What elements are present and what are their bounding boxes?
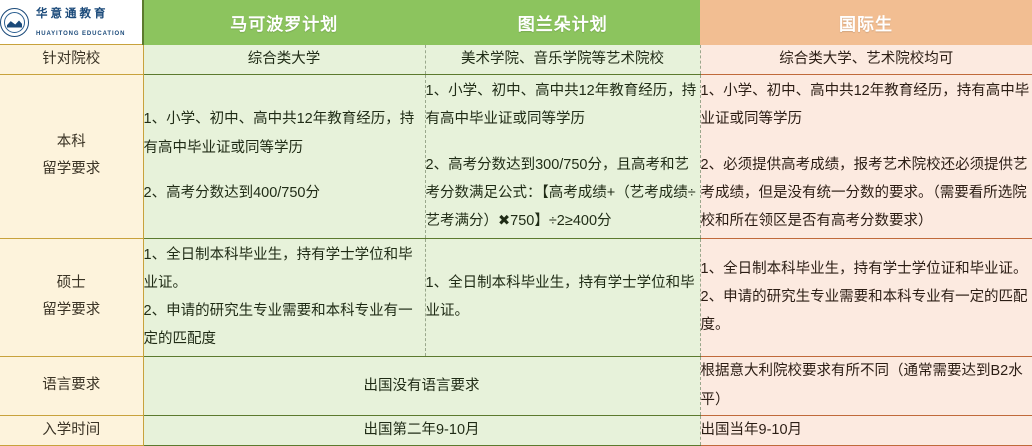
table-row-undergraduate-requirements: 本科 留学要求 1、小学、初中、高中共12年教育经历，持有高中毕业证或同等学历 …: [0, 74, 1032, 239]
brand-name-en: HUAYITONG EDUCATION: [36, 31, 126, 37]
cell-target-schools-turandot: 美术学院、音乐学院等艺术院校: [425, 44, 701, 75]
cell-enrollment-merged-green: 出国第二年9-10月: [143, 415, 701, 446]
requirement-item: 2、必须提供高考成绩，报考艺术院校还必须提供艺考成绩，但是没有统一分数的要求。（…: [700, 156, 1028, 230]
table-row-enrollment-time: 入学时间 出国第二年9-10月 出国当年9-10月: [0, 415, 1032, 446]
row-label-line-1: 硕士: [56, 275, 86, 292]
cell-undergraduate-turandot: 1、小学、初中、高中共12年教育经历，持有高中毕业证或同等学历 2、高考分数达到…: [425, 74, 701, 239]
table-row-master-requirements: 硕士 留学要求 1、全日制本科毕业生，持有学士学位和毕业证。 2、申请的研究生专…: [0, 238, 1032, 357]
cell-target-schools-marco-polo: 综合类大学: [143, 44, 426, 75]
row-label-line-1: 本科: [56, 134, 86, 151]
cell-language-merged-green: 出国没有语言要求: [143, 356, 701, 416]
table-header-row: 华意通教育 HUAYITONG EDUCATION 马可波罗计划 图兰朵计划 国…: [0, 0, 1032, 45]
requirement-item: 1、小学、初中、高中共12年教育经历，持有高中毕业证或同等学历: [700, 83, 1030, 128]
requirement-item: 2、高考分数达到400/750分: [143, 184, 320, 201]
table-row-language-requirement: 语言要求 出国没有语言要求 根据意大利院校要求有所不同（通常需要达到B2水平）: [0, 356, 1032, 416]
cell-master-marco-polo: 1、全日制本科毕业生，持有学士学位和毕业证。 2、申请的研究生专业需要和本科专业…: [143, 238, 426, 357]
row-label-line-2: 留学要求: [42, 161, 101, 178]
requirement-item: 1、全日制本科毕业生，持有学士学位和毕业证。: [425, 274, 695, 320]
cell-master-turandot: 1、全日制本科毕业生，持有学士学位和毕业证。: [425, 238, 701, 357]
requirement-item: 1、小学、初中、高中共12年教育经历，持有高中毕业证或同等学历: [425, 83, 697, 128]
brand-name-cn: 华意通教育: [36, 7, 109, 20]
requirement-item: 2、高考分数达到300/750分，且高考和艺考分数满足公式：【高考成绩+（艺考成…: [425, 156, 696, 230]
row-label-target-schools: 针对院校: [0, 44, 144, 75]
seal-logo-icon: [0, 7, 29, 37]
cell-enrollment-international: 出国当年9-10月: [700, 415, 1032, 446]
row-label-undergraduate: 本科 留学要求: [0, 74, 144, 239]
requirement-item: 1、小学、初中、高中共12年教育经历，持有高中毕业证或同等学历: [143, 111, 415, 156]
row-label-language: 语言要求: [0, 356, 144, 416]
row-label-line-2: 留学要求: [42, 302, 101, 319]
cell-language-international: 根据意大利院校要求有所不同（通常需要达到B2水平）: [700, 356, 1032, 416]
cell-undergraduate-marco-polo: 1、小学、初中、高中共12年教育经历，持有高中毕业证或同等学历 2、高考分数达到…: [143, 74, 426, 239]
column-header-international: 国际生: [700, 0, 1032, 45]
requirement-item: 1、全日制本科毕业生，持有学士学位证和毕业证。: [700, 260, 1028, 277]
cell-target-schools-international: 综合类大学、艺术院校均可: [700, 44, 1032, 75]
requirement-item: 2、申请的研究生专业需要和本科专业有一定的匹配度: [143, 303, 413, 348]
brand-logo-cell: 华意通教育 HUAYITONG EDUCATION: [0, 0, 144, 45]
cell-undergraduate-international: 1、小学、初中、高中共12年教育经历，持有高中毕业证或同等学历 2、必须提供高考…: [700, 74, 1032, 239]
row-label-enrollment: 入学时间: [0, 415, 144, 446]
row-label-master: 硕士 留学要求: [0, 238, 144, 357]
requirement-item: 2、申请的研究生专业需要和本科专业有一定的匹配度。: [700, 289, 1028, 334]
table-row-target-schools: 针对院校 综合类大学 美术学院、音乐学院等艺术院校 综合类大学、艺术院校均可: [0, 44, 1032, 75]
column-header-turandot: 图兰朵计划: [425, 0, 700, 45]
cell-master-international: 1、全日制本科毕业生，持有学士学位证和毕业证。 2、申请的研究生专业需要和本科专…: [700, 238, 1032, 357]
column-header-marco-polo: 马可波罗计划: [143, 0, 426, 45]
requirement-item: 1、全日制本科毕业生，持有学士学位和毕业证。: [143, 246, 413, 291]
